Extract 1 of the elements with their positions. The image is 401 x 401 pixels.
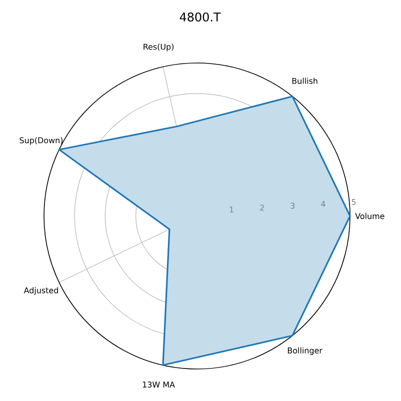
chart-title: 4800.T [180,12,221,22]
